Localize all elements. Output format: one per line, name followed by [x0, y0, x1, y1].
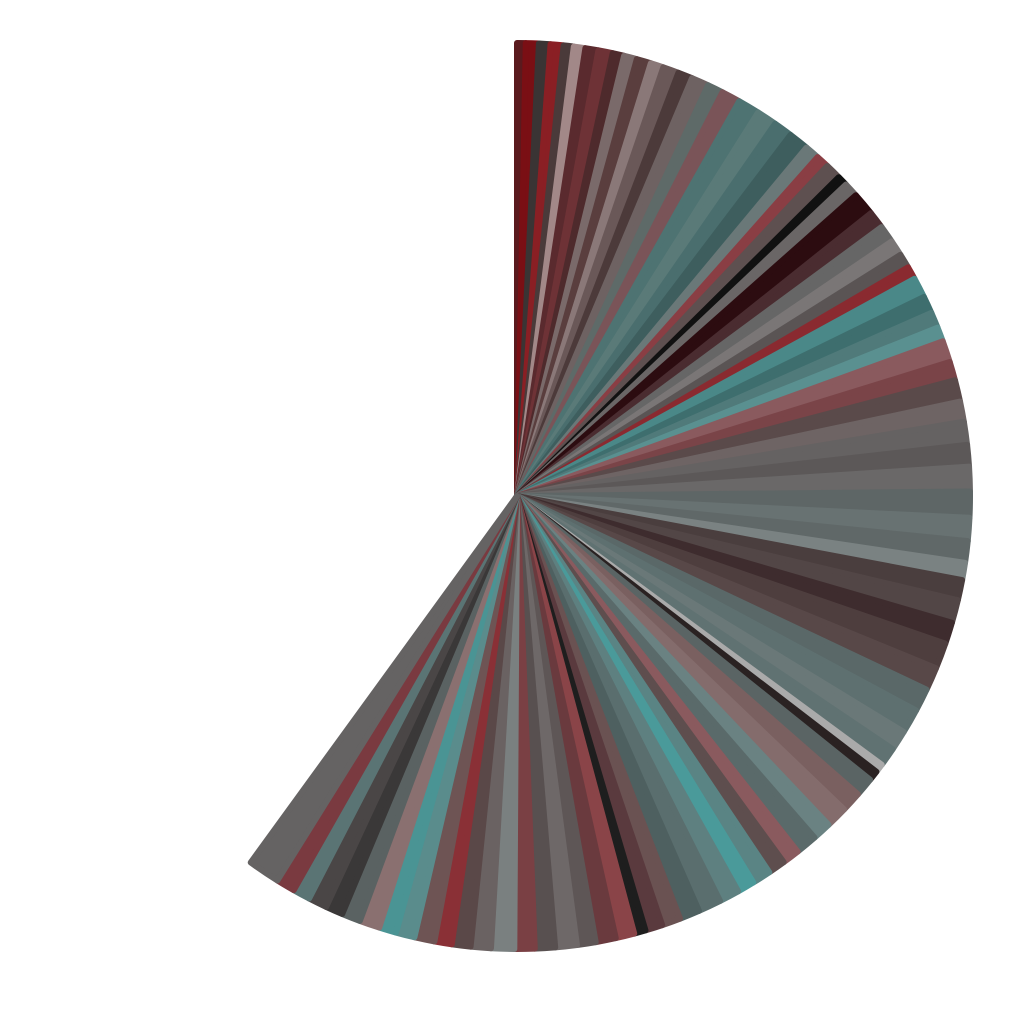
pie-slices [247, 39, 973, 952]
pie-slice-93 [247, 493, 520, 884]
